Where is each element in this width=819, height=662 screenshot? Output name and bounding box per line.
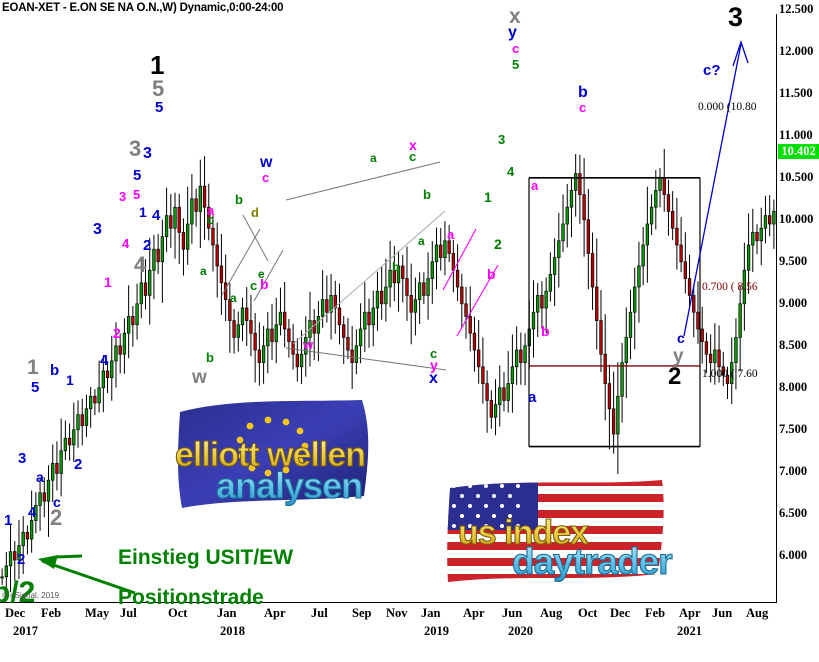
annotation-b2: b/2 [0,576,36,609]
chart-title: EOAN-XET - E.ON SE NA O.N.,W) Dynamic,0:… [2,2,284,14]
date-tick: Aug [746,606,769,620]
date-year: 2019 [424,624,449,638]
date-tick: Jun [502,606,523,620]
price-tick: 11.000 [779,128,813,142]
date-year: 2020 [508,624,533,638]
copyright-text: © eSignal, 2019 [2,591,60,600]
last-price-badge: 10.402 [778,144,819,159]
date-year: 2018 [220,624,245,638]
date-tick: May [85,606,110,620]
date-tick: Dec [5,606,26,620]
date-axis: Dec Feb May Jul Oct Jan Apr Jul Sep Nov … [0,604,777,662]
date-tick: Aug [540,606,563,620]
date-tick: Jan [217,606,237,620]
price-tick: 8.500 [779,338,808,352]
fib-level-1000: 1.000 ( 7.60 [702,368,758,380]
logo-us-index-daytrader: us index daytrader [412,478,712,603]
price-tick: 12.000 [779,44,814,58]
price-tick: 12.500 [779,2,814,16]
price-tick: 6.000 [779,548,808,562]
date-year: 2017 [13,624,38,638]
annotation-line1: Einstieg USIT/EW [118,546,294,569]
date-tick: Sep [352,606,372,620]
logo-right-line2: daytrader [512,541,672,582]
price-tick: 7.500 [779,422,808,436]
price-tick: 9.500 [779,254,808,268]
date-tick: Feb [645,606,666,620]
annotation-line2: Positionstrade [118,586,264,609]
date-tick: Apr [679,606,701,620]
date-tick: Jul [311,606,328,620]
fib-level-0700: 0.700 ( 8.56 [702,281,758,293]
price-axis: 12.500 12.000 11.500 11.000 10.500 10.00… [778,0,819,604]
fib-level-0: 0.000 (10.80 [698,101,757,113]
date-tick: Jun [712,606,733,620]
price-tick: 6.500 [779,506,808,520]
date-tick: Jan [421,606,441,620]
date-tick: Oct [578,606,598,620]
logo-left-line2: analysen [216,465,362,506]
date-tick: Oct [168,606,188,620]
logo-elliott-wellen-analysen: elliott wellen analysen [172,398,422,523]
price-plot [0,39,776,593]
date-tick: Apr [463,606,485,620]
price-tick: 7.000 [779,464,808,478]
date-year: 2021 [677,624,702,638]
price-tick: 10.000 [779,212,814,226]
price-tick: 11.500 [779,86,813,100]
logo-right-line1: us index [458,514,589,552]
date-tick: Jul [120,606,137,620]
price-tick: 9.000 [779,296,808,310]
logo-left-line1: elliott wellen [175,436,365,474]
date-tick: Nov [386,606,408,620]
date-tick: Feb [41,606,62,620]
price-tick: 8.000 [779,380,808,394]
date-tick: Dec [610,606,631,620]
date-tick: Apr [264,606,286,620]
plot-frame [0,14,777,603]
price-tick: 10.500 [779,170,814,184]
